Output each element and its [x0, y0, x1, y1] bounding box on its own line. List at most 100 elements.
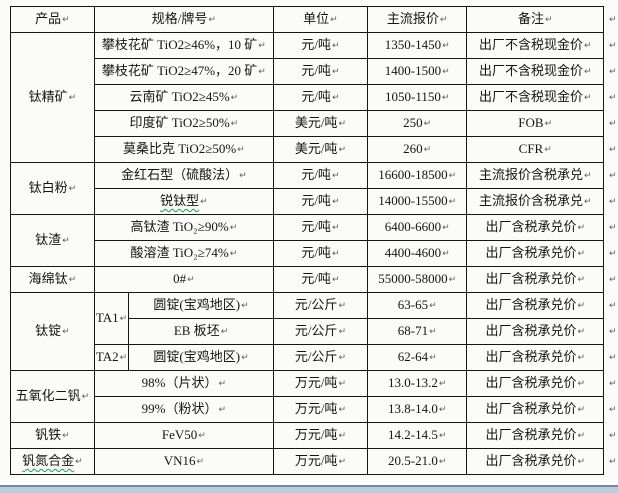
- header-text: 备注: [517, 11, 544, 27]
- table-row: TA2↵ 圆锭(宝鸡地区)↵ 元/公斤↵ 62-64↵ 出厂含税承兑价↵ ↵: [11, 344, 618, 371]
- header-product: 产品↵: [10, 6, 95, 33]
- paragraph-mark-icon: ↵: [218, 405, 227, 416]
- cell-text: 14.2-14.5: [388, 427, 438, 443]
- cell-note: 出厂含税承兑价↵: [466, 448, 604, 475]
- cell-text: 元/吨: [301, 271, 331, 287]
- paragraph-mark-icon: ↵: [338, 145, 346, 156]
- cell-spec: EB 板坯↵: [128, 318, 274, 345]
- cell-note: 出厂含税承兑价↵: [466, 292, 604, 319]
- paragraph-mark-icon: ↵: [544, 119, 553, 130]
- row-end-mark: ↵: [603, 345, 617, 371]
- cell-price: 13.0-13.2↵: [366, 370, 468, 397]
- table-row: 钛白粉↵ 金红石型（硫酸法）↵ 元/吨↵ 16600-18500↵ 主流报价含税…: [10, 162, 618, 215]
- cell-text-spellcheck: 钒氮合金: [22, 453, 75, 469]
- paragraph-mark-icon: ↵: [241, 353, 249, 364]
- paragraph-mark-icon: ↵: [438, 431, 447, 442]
- cell-unit: 元/吨↵: [272, 58, 368, 85]
- paragraph-mark-icon: ↵: [338, 353, 346, 364]
- cell-note: 出厂含税承兑价↵: [466, 370, 604, 397]
- paragraph-mark-icon: ↵: [577, 353, 585, 364]
- paragraph-mark-icon: ↵: [68, 184, 77, 195]
- paragraph-mark-icon: ↵: [338, 301, 346, 312]
- header-price: 主流报价↵: [366, 6, 468, 33]
- paragraph-mark-icon: ↵: [330, 15, 338, 26]
- cell-price: 1050-1150↵: [366, 84, 468, 111]
- row-end-mark-icon: ↵: [608, 15, 617, 26]
- cell-unit: 元/公斤↵: [272, 344, 368, 371]
- cell-unit: 万元/吨↵: [272, 422, 368, 449]
- cell-price: 14.2-14.5↵: [366, 422, 468, 449]
- paragraph-mark-icon: ↵: [62, 327, 70, 338]
- paragraph-mark-icon: ↵: [338, 327, 346, 338]
- row-end-mark: ↵: [603, 163, 617, 189]
- cell-text: CFR: [518, 141, 544, 157]
- cell-text: 五氧化二钒: [15, 388, 81, 404]
- row-end-mark: ↵: [603, 423, 617, 449]
- paragraph-mark-icon: ↵: [331, 41, 340, 52]
- cell-price: 13.8-14.0↵: [366, 396, 468, 423]
- paragraph-mark-icon: ↵: [577, 379, 585, 390]
- cell-product-group: 钛精矿↵: [10, 32, 95, 163]
- cell-text: 主流报价含税承兑: [478, 167, 583, 183]
- cell-text: 1350-1450: [384, 37, 442, 53]
- paragraph-mark-icon: ↵: [577, 405, 585, 416]
- cell-spec: 攀枝花矿 TiO2≥46%，10 矿↵: [93, 32, 274, 59]
- paragraph-mark-icon: ↵: [448, 171, 457, 182]
- cell-spec: 锐钛型↵: [93, 188, 274, 215]
- cell-spec: 圆锭(宝鸡地区)↵: [128, 292, 274, 319]
- paragraph-mark-icon: ↵: [442, 223, 450, 234]
- cell-spec: FeV50↵: [93, 422, 274, 449]
- row-end-mark-icon: ↵: [608, 119, 617, 130]
- paragraph-mark-icon: ↵: [229, 249, 238, 260]
- cell-text: 元/公斤: [294, 323, 338, 339]
- paragraph-mark-icon: ↵: [338, 379, 346, 390]
- cell-unit: 元/吨↵: [272, 240, 368, 267]
- table-row: 锐钛型↵ 元/吨↵ 14000-15500↵ 主流报价含税承兑↵ ↵: [11, 188, 618, 215]
- cell-text: 14000-15500: [378, 193, 448, 209]
- paragraph-mark-icon: ↵: [331, 171, 340, 182]
- paragraph-mark-icon: ↵: [62, 236, 70, 247]
- cell-grade: TA2↵: [93, 344, 130, 371]
- cell-text: 印度矿 TiO2≥50%: [129, 115, 230, 131]
- price-table: 产品↵ 规格/牌号↵ 单位↵ 主流报价↵ 备注↵ ↵ 钛精矿↵ 攀枝花矿 TiO…: [10, 6, 618, 475]
- row-end-mark: ↵: [603, 267, 617, 293]
- cell-text: FOB: [518, 115, 544, 131]
- cell-text: 金红石型（硫酸法）: [121, 167, 239, 183]
- cell-text: FeV50: [161, 427, 198, 443]
- paragraph-mark-icon: ↵: [75, 457, 83, 468]
- row-end-mark: ↵: [603, 59, 617, 85]
- row-end-mark: ↵: [603, 33, 617, 59]
- cell-note: 出厂不含税现金价↵: [466, 32, 604, 59]
- cell-text: 出厂含税承兑价: [485, 245, 577, 261]
- paragraph-mark-icon: ↵: [229, 223, 238, 234]
- row-end-mark: ↵: [603, 319, 617, 345]
- cell-text: 万元/吨: [294, 375, 338, 391]
- cell-text: 13.0-13.2: [388, 375, 438, 391]
- cell-price: 14000-15500↵: [366, 188, 468, 215]
- table-row: 云南矿 TiO2≥45%↵ 元/吨↵ 1050-1150↵ 出厂不含税现金价↵ …: [11, 84, 618, 111]
- cell-note: 主流报价含税承兑↵: [466, 162, 604, 189]
- cell-unit: 元/吨↵: [272, 162, 368, 189]
- cell-text: 元/公斤: [294, 349, 338, 365]
- cell-price: 63-65↵: [366, 292, 468, 319]
- horizontal-scrollbar[interactable]: [0, 485, 618, 493]
- cell-text: 攀枝花矿 TiO2≥47%，20 矿: [101, 63, 258, 79]
- header-text: 产品: [35, 11, 62, 27]
- paragraph-mark-icon: ↵: [68, 93, 77, 104]
- header-text: 规格/牌号: [151, 11, 208, 27]
- paragraph-mark-icon: ↵: [331, 275, 340, 286]
- cell-product-group: 钛锭↵: [10, 292, 95, 371]
- cell-text: 出厂不含税现金价: [478, 37, 583, 53]
- cell-text-spellcheck: 锐钛型: [160, 193, 200, 209]
- cell-text: 260: [403, 141, 423, 157]
- cell-text: 99%（粉状）: [141, 401, 218, 417]
- cell-grade: TA1↵: [93, 292, 130, 345]
- header-text: 主流报价: [386, 11, 439, 27]
- cell-unit: 美元/吨↵: [272, 110, 368, 137]
- cell-note: 出厂不含税现金价↵: [466, 58, 604, 85]
- cell-spec: 攀枝花矿 TiO2≥47%，20 矿↵: [93, 58, 274, 85]
- cell-text: 出厂不含税现金价: [478, 63, 583, 79]
- paragraph-mark-icon: ↵: [583, 67, 592, 78]
- table-row: 钒氮合金↵ VN16↵ 万元/吨↵ 20.5-21.0↵ 出厂含税承兑价↵ ↵: [10, 448, 618, 475]
